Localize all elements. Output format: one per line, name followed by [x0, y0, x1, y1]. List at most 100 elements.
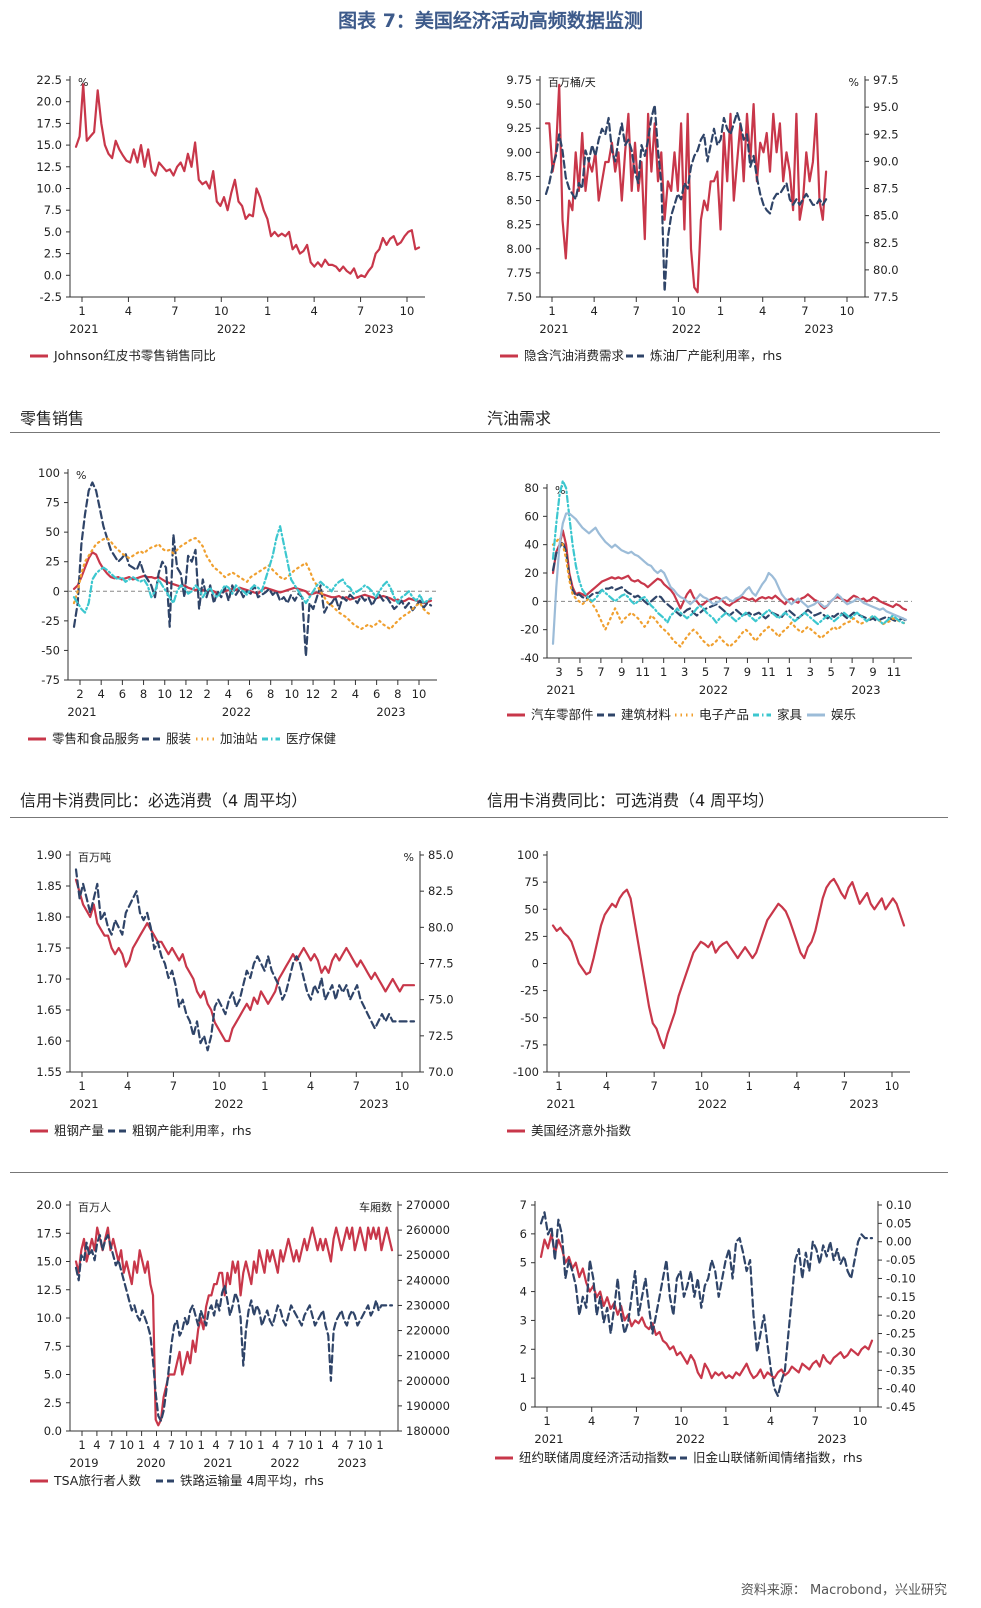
x-tick-label: 10: [214, 304, 229, 318]
y-tick-label: 0: [53, 584, 60, 598]
series-line-0: [74, 1226, 394, 1427]
y-tick-label: 9.00: [506, 145, 532, 159]
section-title-gasoline: 汽油需求: [487, 409, 552, 428]
x-tick-label: 4: [225, 687, 232, 701]
y-tick-right-label: 77.5: [428, 957, 454, 971]
x-tick-label: 10: [395, 1079, 410, 1093]
y-tick-label: 7.5: [44, 203, 62, 217]
x-tick-label: 1: [78, 1079, 85, 1093]
x-tick-label: 10: [179, 1438, 194, 1452]
x-year-label: 2023: [359, 1097, 388, 1111]
x-tick-label: 7: [841, 1079, 848, 1093]
y-tick-right-label: -0.05: [886, 1253, 916, 1267]
y-tick-label: -75: [41, 673, 60, 687]
chart-gasoline-demand: 9.75 9.50 9.25 9.00 8.75 8.50 8.25 8.00 7.75 7.50…: [500, 73, 899, 363]
series-line-0: [72, 551, 433, 605]
x-tick-label: 4: [307, 1079, 314, 1093]
y-tick-label: 0.0: [44, 268, 62, 282]
legend-label: 旧金山联储新闻情绪指数，rhs: [693, 1450, 862, 1465]
y-tick-label: 1.60: [36, 1034, 62, 1048]
x-tick-label: 7: [287, 1438, 294, 1452]
y-tick-label: 17.5: [36, 1226, 62, 1240]
x-tick-label: 1: [722, 1414, 729, 1428]
x-year-label: 2021: [546, 1097, 575, 1111]
x-tick-label: 8: [140, 687, 147, 701]
legend-label: 家具: [777, 707, 803, 722]
x-tick-label: 10: [412, 687, 427, 701]
y-tick-right-label: 230000: [406, 1298, 450, 1312]
x-tick-label: 4: [124, 1079, 131, 1093]
y-tick-label: 1.70: [36, 972, 62, 986]
unit-left-label: 百万吨: [78, 851, 111, 864]
x-tick-label: 10: [674, 1414, 689, 1428]
x-tick-label: 1: [717, 304, 724, 318]
y-tick-label: 9.50: [506, 97, 532, 111]
y-tick-label: 1: [520, 1371, 527, 1385]
y-tick-right-label: 87.5: [873, 182, 899, 196]
x-tick-label: 4: [590, 304, 597, 318]
y-tick-label: 8.00: [506, 242, 532, 256]
x-tick-label: 4: [352, 687, 359, 701]
x-tick-label: 10: [285, 687, 300, 701]
series-line-0: [74, 878, 416, 1043]
y-tick-label: 12.5: [36, 160, 62, 174]
x-tick-label: 7: [353, 1079, 360, 1093]
y-tick-right-label: 82.5: [428, 884, 454, 898]
legend-label: 汽车零部件: [531, 707, 594, 722]
x-tick-label: 10: [212, 1079, 227, 1093]
series-line-1: [544, 103, 828, 293]
x-tick-label: 6: [373, 687, 380, 701]
x-year-label: 2022: [699, 683, 728, 697]
source-note: 资料来源： Macrobond，兴业研究: [740, 1583, 947, 1598]
x-tick-label: 3: [807, 665, 814, 679]
y-tick-label: -50: [41, 643, 60, 657]
y-tick-label: -25: [41, 614, 60, 628]
divider: [10, 432, 940, 433]
x-tick-label: 4: [98, 687, 105, 701]
series-line-0: [544, 83, 828, 294]
y-tick-label: 75: [45, 496, 60, 510]
x-year-label: 2019: [69, 1456, 98, 1470]
x-tick-label: 10: [853, 1414, 868, 1428]
legend-label: TSA旅行者人数: [53, 1473, 141, 1488]
y-tick-label: 1.75: [36, 941, 62, 955]
x-tick-label: 11: [887, 665, 902, 679]
x-tick-label: 5: [702, 665, 709, 679]
x-tick-label: 7: [650, 1079, 657, 1093]
x-tick-label: 4: [759, 304, 766, 318]
y-tick-label: 50: [45, 525, 60, 539]
legend-label: 粗钢产量: [54, 1123, 104, 1138]
x-year-label: 2021: [69, 322, 98, 336]
x-tick-label: 4: [588, 1414, 595, 1428]
chart-redbook: 22.5 20.0 17.5 15.0 12.5 10.0 7.5 5.0 2.5 0.0 -2.5…: [30, 73, 425, 363]
x-tick-label: 7: [357, 304, 364, 318]
x-tick-label: 4: [332, 1438, 339, 1452]
y-tick-label: 80: [524, 481, 539, 495]
y-tick-right-label: 77.5: [873, 290, 899, 304]
x-year-label: 2023: [849, 1097, 878, 1111]
y-tick-label: -2.5: [40, 290, 62, 304]
y-tick-right-label: 200000: [406, 1374, 450, 1388]
x-tick-label: 10: [400, 304, 415, 318]
x-tick-label: 9: [869, 665, 876, 679]
unit-left-label: %: [78, 76, 88, 89]
series-line-1: [551, 540, 908, 623]
x-tick-label: 7: [633, 304, 640, 318]
section-title-credit-discretionary: 信用卡消费同比：可选消费（4 周平均）: [487, 791, 775, 810]
y-tick-label: 1.65: [36, 1003, 62, 1017]
x-year-label: 2023: [804, 322, 833, 336]
series-line-0: [551, 529, 908, 611]
y-tick-label: 1.90: [36, 848, 62, 862]
x-year-label: 2022: [672, 322, 701, 336]
y-tick-label: 20.0: [36, 1198, 62, 1212]
legend-label: Johnson红皮书零售销售同比: [53, 348, 216, 363]
y-tick-right-label: -0.30: [886, 1345, 916, 1359]
series-line-0: [539, 1232, 874, 1380]
y-tick-label: 100: [38, 466, 60, 480]
y-tick-label: 9.25: [506, 121, 532, 135]
unit-right-label: %: [849, 76, 859, 89]
series-line-2: [72, 537, 433, 631]
y-tick-label: 20: [524, 566, 539, 580]
y-tick-label: 22.5: [36, 73, 62, 87]
